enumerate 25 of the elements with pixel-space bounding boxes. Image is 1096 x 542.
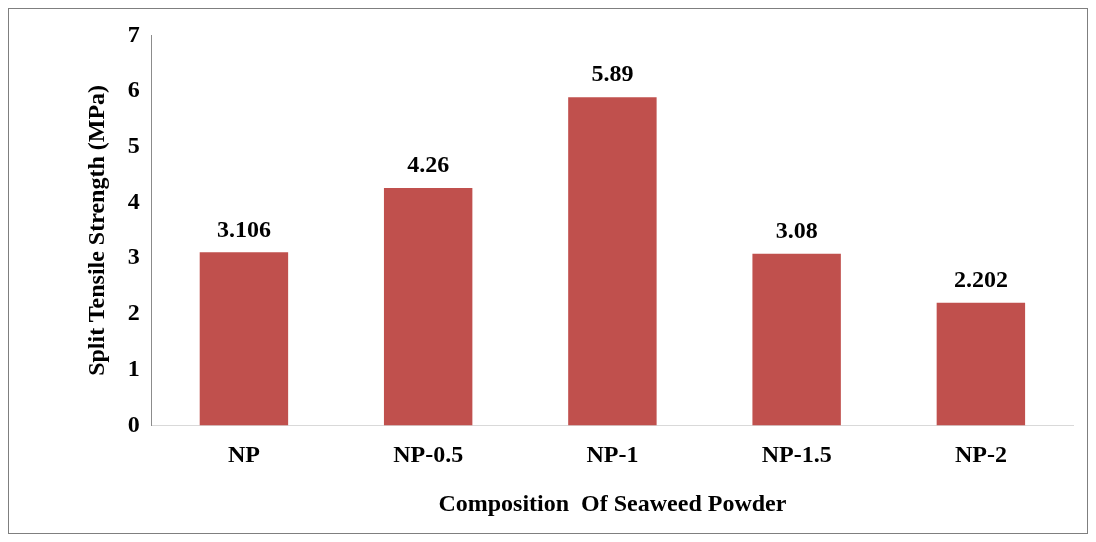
y-tick-label: 0 xyxy=(127,410,140,437)
y-tick-label: 2 xyxy=(127,299,140,326)
y-tick-label: 1 xyxy=(127,354,140,381)
bar xyxy=(383,188,473,426)
y-tick-label: 6 xyxy=(127,76,140,103)
data-label: 3.08 xyxy=(775,217,818,243)
y-axis-title: Split Tensile Strength (MPa) xyxy=(82,84,109,376)
y-tick-label: 3 xyxy=(127,243,140,270)
x-tick-label: NP-1.5 xyxy=(761,441,832,467)
y-tick-label: 5 xyxy=(127,132,140,159)
y-tick-label: 7 xyxy=(127,20,140,47)
x-tick-label: NP-2 xyxy=(954,441,1007,467)
data-label: 2.202 xyxy=(953,265,1008,292)
bar xyxy=(199,252,289,426)
bar xyxy=(752,253,841,426)
bar xyxy=(936,302,1026,426)
x-axis-title: Composition Of Seaweed Powder xyxy=(438,489,787,516)
x-tick-label: NP xyxy=(227,441,260,467)
x-tick-label: NP-1 xyxy=(586,441,639,467)
data-label: 5.89 xyxy=(591,60,634,87)
y-tick-label: 4 xyxy=(127,187,140,214)
data-label: 3.106 xyxy=(216,215,271,242)
data-label: 4.26 xyxy=(407,151,450,178)
bar xyxy=(568,97,657,426)
x-tick-label: NP-0.5 xyxy=(393,441,464,467)
